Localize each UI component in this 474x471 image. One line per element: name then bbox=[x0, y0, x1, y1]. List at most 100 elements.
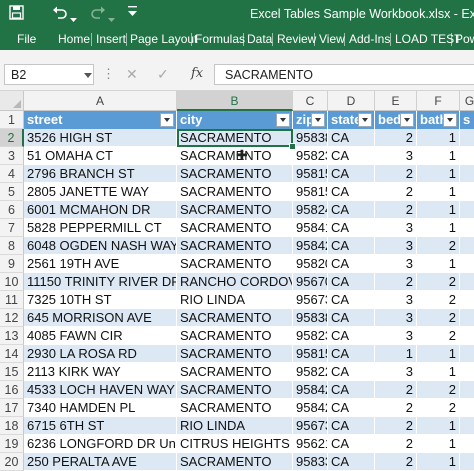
table-cell[interactable]: 4085 FAWN CIR bbox=[24, 327, 177, 345]
table-cell[interactable] bbox=[460, 417, 474, 435]
filter-dropdown-icon[interactable] bbox=[400, 113, 414, 127]
table-cell[interactable]: SACRAMENTO bbox=[177, 237, 293, 255]
table-cell[interactable]: SACRAMENTO bbox=[177, 345, 293, 363]
row-header-20[interactable]: 20 bbox=[0, 453, 24, 471]
table-cell[interactable]: CA bbox=[328, 417, 375, 435]
row-header-2[interactable]: 2 bbox=[0, 129, 24, 147]
table-cell[interactable] bbox=[460, 399, 474, 417]
table-cell[interactable]: 95670 bbox=[293, 273, 328, 291]
table-cell[interactable]: 95833 bbox=[293, 453, 328, 471]
table-header-cell[interactable]: street bbox=[24, 111, 177, 129]
table-cell[interactable]: 250 PERALTA AVE bbox=[24, 453, 177, 471]
row-header-12[interactable]: 12 bbox=[0, 309, 24, 327]
table-cell[interactable]: CA bbox=[328, 237, 375, 255]
table-cell[interactable]: 6001 MCMAHON DR bbox=[24, 201, 177, 219]
tab-page-layout[interactable]: Page Layout bbox=[130, 32, 198, 46]
undo-dropdown-icon[interactable] bbox=[70, 10, 77, 28]
column-header-a[interactable]: A bbox=[24, 91, 177, 111]
table-cell[interactable]: CA bbox=[328, 165, 375, 183]
column-header-b[interactable]: B bbox=[177, 91, 293, 111]
filter-dropdown-icon[interactable] bbox=[358, 113, 372, 127]
table-cell[interactable]: 3 bbox=[375, 147, 417, 165]
filter-dropdown-icon[interactable] bbox=[443, 113, 457, 127]
insert-function-button[interactable]: fx bbox=[191, 66, 204, 81]
table-cell[interactable]: 2 bbox=[375, 183, 417, 201]
fill-handle[interactable] bbox=[289, 143, 296, 150]
table-cell[interactable]: 2 bbox=[417, 309, 460, 327]
table-cell[interactable]: 3 bbox=[375, 309, 417, 327]
tab-review[interactable]: Review bbox=[277, 32, 317, 46]
row-header-8[interactable]: 8 bbox=[0, 237, 24, 255]
table-cell[interactable]: 95673 bbox=[293, 291, 328, 309]
table-cell[interactable]: CA bbox=[328, 363, 375, 381]
redo-dropdown-icon[interactable] bbox=[108, 10, 115, 28]
save-icon[interactable] bbox=[9, 5, 24, 25]
table-cell[interactable]: 1 bbox=[417, 417, 460, 435]
table-cell[interactable]: CA bbox=[328, 399, 375, 417]
formula-input[interactable]: SACRAMENTO bbox=[214, 64, 474, 85]
table-cell[interactable] bbox=[460, 219, 474, 237]
table-cell[interactable]: CA bbox=[328, 291, 375, 309]
table-cell[interactable]: SACRAMENTO bbox=[177, 255, 293, 273]
row-header-4[interactable]: 4 bbox=[0, 165, 24, 183]
table-cell[interactable]: SACRAMENTO bbox=[177, 363, 293, 381]
table-cell[interactable]: CA bbox=[328, 129, 375, 147]
table-cell[interactable]: 2 bbox=[375, 273, 417, 291]
table-cell[interactable]: 95823 bbox=[293, 147, 328, 165]
tab-formulas[interactable]: Formulas bbox=[195, 32, 246, 46]
table-cell[interactable]: 2 bbox=[417, 381, 460, 399]
filter-dropdown-icon[interactable] bbox=[311, 113, 325, 127]
tab-view[interactable]: View bbox=[319, 32, 345, 46]
column-header-g[interactable]: G bbox=[460, 91, 474, 111]
row-header-16[interactable]: 16 bbox=[0, 381, 24, 399]
table-cell[interactable]: 2 bbox=[417, 291, 460, 309]
table-cell[interactable]: 4533 LOCH HAVEN WAY bbox=[24, 381, 177, 399]
row-header-3[interactable]: 3 bbox=[0, 147, 24, 165]
table-cell[interactable] bbox=[460, 327, 474, 345]
name-box[interactable]: B2 bbox=[4, 64, 94, 85]
table-cell[interactable] bbox=[460, 435, 474, 453]
table-cell[interactable]: 3 bbox=[375, 363, 417, 381]
table-cell[interactable]: CA bbox=[328, 327, 375, 345]
table-cell[interactable]: 2 bbox=[417, 237, 460, 255]
table-cell[interactable]: 95815 bbox=[293, 345, 328, 363]
select-all-button[interactable] bbox=[0, 91, 24, 111]
name-box-dropdown-icon[interactable] bbox=[84, 73, 92, 78]
table-cell[interactable]: 3 bbox=[375, 237, 417, 255]
table-cell[interactable] bbox=[460, 381, 474, 399]
table-cell[interactable] bbox=[460, 147, 474, 165]
table-header-cell[interactable]: city bbox=[177, 111, 293, 129]
table-cell[interactable]: 2 bbox=[375, 381, 417, 399]
row-header-15[interactable]: 15 bbox=[0, 363, 24, 381]
table-cell[interactable]: 95824 bbox=[293, 201, 328, 219]
table-cell[interactable] bbox=[460, 201, 474, 219]
table-cell[interactable] bbox=[460, 291, 474, 309]
table-cell[interactable]: SACRAMENTO bbox=[177, 147, 293, 165]
table-cell[interactable]: 95841 bbox=[293, 219, 328, 237]
column-header-d[interactable]: D bbox=[328, 91, 375, 111]
table-cell[interactable]: 95838 bbox=[293, 309, 328, 327]
table-header-cell[interactable]: state bbox=[328, 111, 375, 129]
tab-home[interactable]: Home bbox=[58, 32, 91, 46]
table-cell[interactable]: SACRAMENTO bbox=[177, 183, 293, 201]
table-cell[interactable]: 5828 PEPPERMILL CT bbox=[24, 219, 177, 237]
table-cell[interactable]: 7325 10TH ST bbox=[24, 291, 177, 309]
table-cell[interactable]: 2796 BRANCH ST bbox=[24, 165, 177, 183]
table-cell[interactable]: 2930 LA ROSA RD bbox=[24, 345, 177, 363]
column-header-e[interactable]: E bbox=[375, 91, 417, 111]
table-cell[interactable]: CA bbox=[328, 183, 375, 201]
enter-icon[interactable]: ✓ bbox=[157, 66, 169, 82]
table-cell[interactable] bbox=[460, 309, 474, 327]
table-cell[interactable]: 95820 bbox=[293, 255, 328, 273]
table-cell[interactable] bbox=[460, 255, 474, 273]
tab-insert[interactable]: Insert bbox=[96, 32, 127, 46]
table-cell[interactable]: 2 bbox=[375, 201, 417, 219]
table-cell[interactable]: 95822 bbox=[293, 363, 328, 381]
row-header-19[interactable]: 19 bbox=[0, 435, 24, 453]
table-cell[interactable]: CA bbox=[328, 201, 375, 219]
table-cell[interactable]: 2 bbox=[375, 165, 417, 183]
table-cell[interactable]: 1 bbox=[417, 255, 460, 273]
table-cell[interactable]: 2 bbox=[375, 453, 417, 471]
table-cell[interactable]: SACRAMENTO bbox=[177, 201, 293, 219]
table-cell[interactable]: 1 bbox=[417, 219, 460, 237]
